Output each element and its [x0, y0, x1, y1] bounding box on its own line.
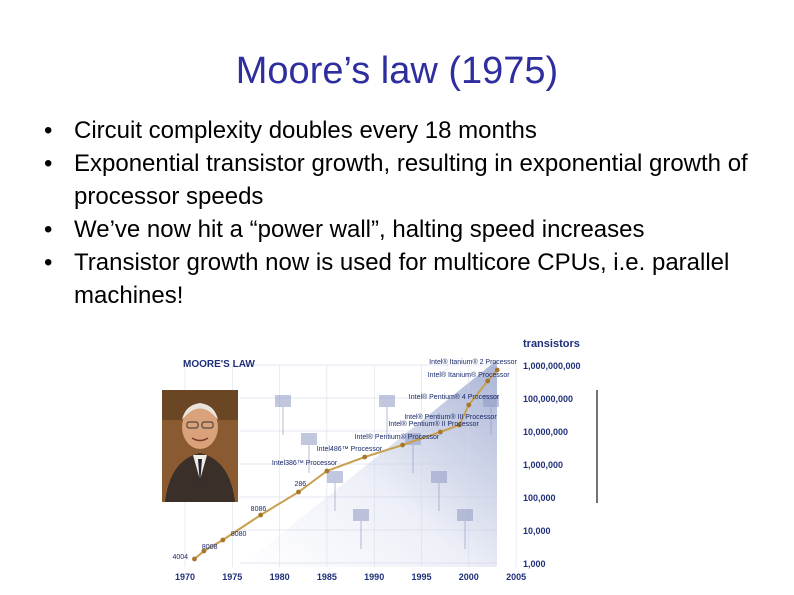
- y-tick-label: 100,000: [523, 493, 556, 503]
- chip-shape: [457, 509, 473, 521]
- chart-background: [240, 360, 497, 567]
- x-tick-label: 1995: [411, 572, 431, 582]
- bullet-item: • Exponential transistor growth, resultin…: [44, 147, 764, 213]
- x-tick-label: 1990: [364, 572, 384, 582]
- processor-label: 8008: [202, 544, 218, 551]
- processor-label: Intel® Itanium® Processor: [428, 371, 511, 379]
- chip-shape: [327, 471, 343, 483]
- moores-law-figure: 4004 8008 8080 8086 286 Intel386™ Processor In…: [145, 335, 605, 585]
- data-point: [258, 512, 264, 518]
- chip-shape: [275, 395, 291, 407]
- y-tick-label: 1,000: [523, 559, 546, 569]
- processor-label: Intel® Pentium® Processor: [355, 433, 440, 441]
- axis-labels: 1,000,000,000 100,000,000 10,000,000 1,000,…: [175, 361, 581, 582]
- bullet-item: • Transistor growth now is used for multi…: [44, 246, 764, 312]
- bullet-dot: •: [44, 150, 53, 177]
- chip-shape: [431, 471, 447, 483]
- data-point: [466, 402, 472, 408]
- processor-label: Intel386™ Processor: [272, 460, 338, 467]
- slide-title: Moore’s law (1975): [235, 50, 559, 92]
- processor-label: Intel486™ Processor: [317, 446, 383, 453]
- data-point: [324, 468, 330, 474]
- x-tick-label: 1975: [222, 572, 242, 582]
- x-tick-label: 1985: [317, 572, 337, 582]
- processor-label: 8086: [251, 506, 267, 513]
- data-point: [485, 378, 491, 384]
- bullet-text: Circuit complexity doubles every 18 mont…: [74, 117, 537, 144]
- x-tick-label: 1980: [270, 572, 290, 582]
- data-point: [362, 454, 368, 460]
- chip-shape: [379, 395, 395, 407]
- data-point: [494, 367, 500, 373]
- y-tick-label: 1,000,000,000: [523, 361, 581, 371]
- x-tick-label: 2005: [506, 572, 526, 582]
- growth-line: [192, 367, 500, 562]
- x-tick-label: 1970: [175, 572, 195, 582]
- data-point: [192, 556, 197, 562]
- processor-label: Intel® Pentium® 4 Processor: [409, 393, 500, 401]
- chip-shape: [301, 433, 317, 445]
- circuit-board-art: [275, 395, 499, 549]
- bullet-item: • Circuit complexity doubles every 18 mon…: [44, 114, 764, 147]
- processor-label: 8080: [231, 531, 247, 538]
- bullet-dot: •: [44, 117, 53, 144]
- moores-law-chart: 4004 8008 8080 8086 286 Intel386™ Processor In…: [162, 338, 598, 582]
- processor-label: Intel® Pentium® III Processor: [404, 413, 497, 421]
- bullet-item: • We’ve now hit a “power wall”, halting s…: [44, 213, 764, 246]
- figure-heading: MOORE'S LAW: [183, 359, 255, 370]
- data-point: [400, 442, 405, 448]
- bullet-text: Transistor growth now is used for multic…: [74, 249, 730, 309]
- data-point: [456, 422, 462, 428]
- chip-shape: [483, 395, 499, 407]
- y-tick-label: 100,000,000: [523, 394, 573, 404]
- y-tick-label: 10,000,000: [523, 427, 568, 437]
- x-tick-label: 2000: [459, 572, 479, 582]
- y-tick-label: 1,000,000: [523, 460, 563, 470]
- y-axis-title: transistors: [523, 338, 580, 350]
- data-point: [201, 548, 207, 554]
- processor-label: 286: [295, 481, 307, 488]
- chip-shape: [353, 509, 369, 521]
- bullet-text: Exponential transistor growth, resulting…: [74, 150, 748, 210]
- bullet-text: We’ve now hit a “power wall”, halting sp…: [74, 216, 645, 243]
- processor-label: 4004: [172, 554, 188, 561]
- processor-labels: 4004 8008 8080 8086 286 Intel386™ Processor In…: [172, 358, 517, 561]
- data-point: [438, 429, 443, 435]
- y-tick-label: 10,000: [523, 526, 551, 536]
- processor-label: Intel® Pentium® II Processor: [388, 420, 479, 428]
- bullet-list: • Circuit complexity doubles every 18 mon…: [44, 114, 764, 312]
- data-point: [220, 537, 226, 543]
- bullet-dot: •: [44, 249, 53, 276]
- portrait-photo: [162, 390, 238, 502]
- processor-label: Intel® Itanium® 2 Processor: [429, 358, 517, 366]
- data-point: [296, 489, 301, 495]
- bullet-dot: •: [44, 216, 53, 243]
